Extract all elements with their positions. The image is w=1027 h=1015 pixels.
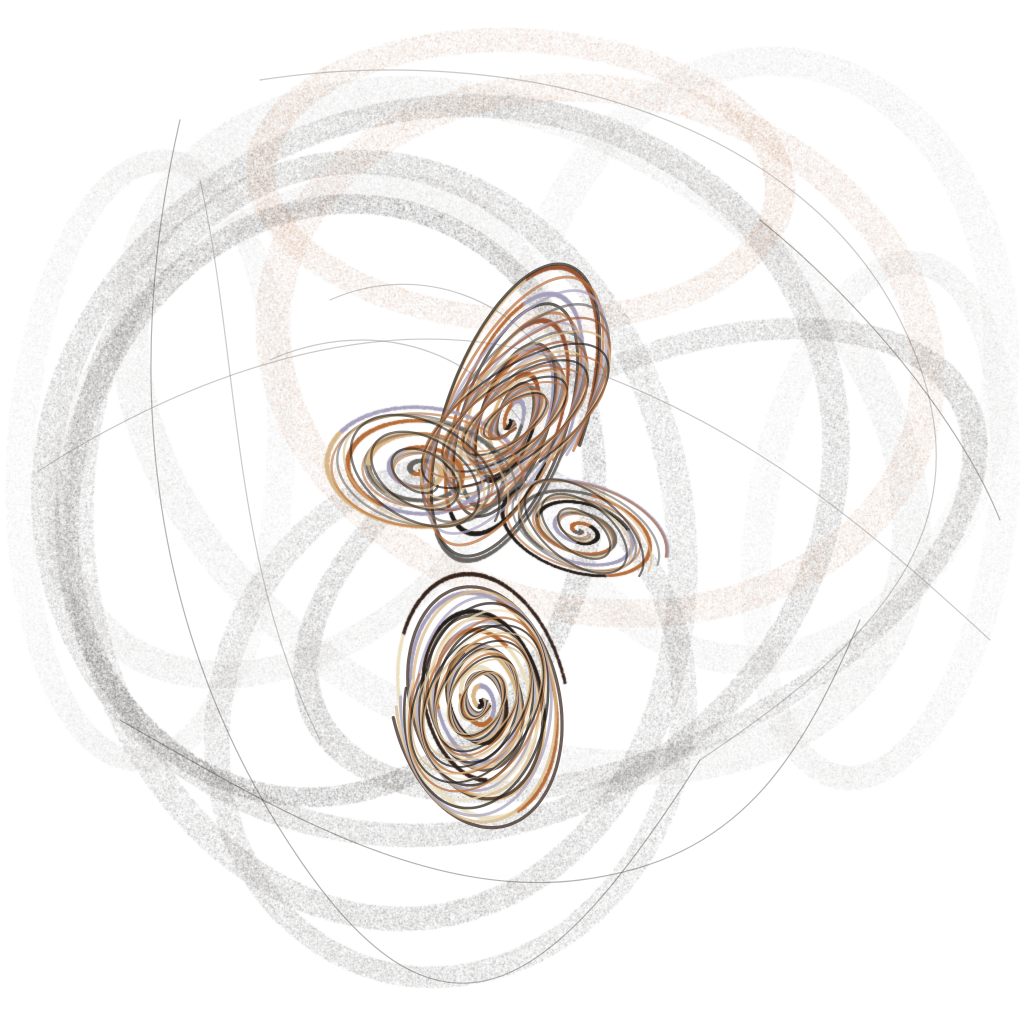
upper-spiral-band: [422, 354, 607, 479]
outer-sweep: [119, 619, 861, 884]
outer-sweep: [259, 69, 937, 761]
outer-sweep: [269, 339, 521, 421]
outer-sweep: [150, 119, 701, 984]
right-lobe-band: [523, 478, 645, 578]
outer-sweep: [199, 179, 321, 741]
outer-sweep: [329, 283, 561, 381]
left-lobe-band: [349, 413, 501, 528]
lower-spiral-band: [411, 631, 543, 775]
outer-sweep: [759, 219, 1001, 521]
outer-sweep: [39, 338, 991, 641]
